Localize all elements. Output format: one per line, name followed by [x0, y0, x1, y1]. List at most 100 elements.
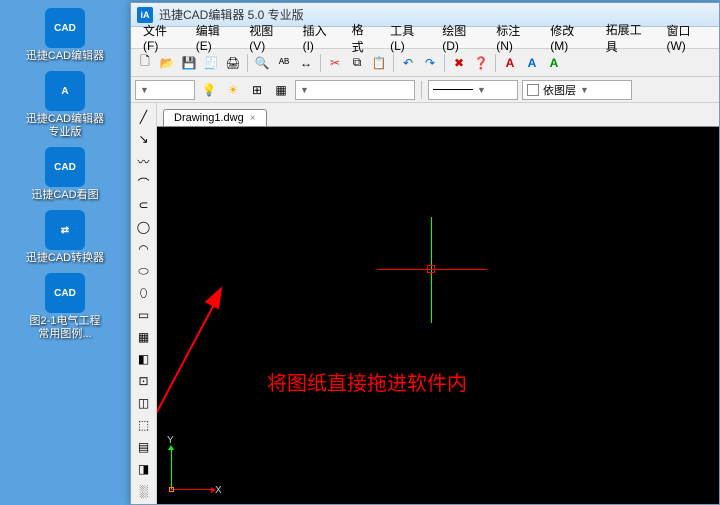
icon-label: 迅捷CAD看图: [25, 189, 105, 202]
insert-tool-icon[interactable]: ⊡: [134, 371, 154, 391]
sun-icon[interactable]: ☀: [223, 80, 243, 100]
menu-file[interactable]: 文件(F): [135, 20, 188, 55]
workarea: ╱ ↘ 〰 ⌒ ⊂ ◯ ◠ ⬭ ⬯ ▭ ▦ ◧ ⊡ ◫ ⬚ ▤ ◨ ░ Draw…: [131, 103, 719, 504]
cut-icon[interactable]: ✂: [325, 53, 345, 73]
desktop: CAD 迅捷CAD编辑器 A 迅捷CAD编辑器专业版 CAD 迅捷CAD看图 ⇄…: [0, 0, 130, 505]
redo-icon[interactable]: ↷: [420, 53, 440, 73]
canvas-wrap: Drawing1.dwg × 将图纸直接拖进软件内 Y: [157, 103, 719, 504]
crosshair-pickbox: [427, 265, 435, 273]
separator: [421, 81, 422, 99]
point-tool-icon[interactable]: ░: [134, 481, 154, 501]
document-tabs: Drawing1.dwg ×: [157, 103, 719, 127]
print-icon[interactable]: 🖨: [223, 53, 243, 73]
desktop-icon[interactable]: CAD 迅捷CAD编辑器: [25, 8, 105, 63]
arc2-tool-icon[interactable]: ◠: [134, 239, 154, 259]
spell-icon[interactable]: ᴬᴮ: [274, 53, 294, 73]
desktop-icon[interactable]: ⇄ 迅捷CAD转换器: [25, 210, 105, 265]
document-tab[interactable]: Drawing1.dwg ×: [163, 109, 267, 126]
lineweight-combo[interactable]: 依图层 ▼: [522, 80, 632, 100]
menu-ext[interactable]: 拓展工具: [598, 19, 659, 57]
desktop-icon[interactable]: CAD 迅捷CAD看图: [25, 147, 105, 202]
text-a3-icon[interactable]: A: [544, 53, 564, 73]
save-icon[interactable]: 💾: [179, 53, 199, 73]
annotation-arrow: [157, 297, 219, 492]
ray-tool-icon[interactable]: ↘: [134, 129, 154, 149]
separator: [247, 54, 248, 72]
hatch-tool-icon[interactable]: ▦: [134, 327, 154, 347]
app-icon: CAD: [45, 8, 85, 48]
separator: [495, 54, 496, 72]
menu-format[interactable]: 格式: [344, 19, 382, 57]
chevron-down-icon: ▼: [580, 85, 589, 95]
menu-view[interactable]: 视图(V): [241, 20, 294, 55]
select-icon[interactable]: ↔: [296, 53, 316, 73]
menu-window[interactable]: 窗口(W): [658, 20, 715, 55]
ellipse-tool-icon[interactable]: ⬭: [134, 261, 154, 281]
chevron-down-icon: ▼: [300, 85, 309, 95]
chevron-down-icon: ▼: [140, 85, 149, 95]
menu-edit[interactable]: 编辑(E): [188, 20, 241, 55]
find-icon[interactable]: 🔍: [252, 53, 272, 73]
menu-modify[interactable]: 修改(M): [542, 20, 597, 55]
icon-label: 图2-1电气工程常用图例...: [25, 315, 105, 341]
drawing-canvas[interactable]: 将图纸直接拖进软件内 Y X: [157, 127, 719, 504]
annotation-hint: 将图纸直接拖进软件内: [267, 367, 467, 396]
grid-icon[interactable]: ▦: [271, 80, 291, 100]
help-icon[interactable]: ❓: [471, 53, 491, 73]
close-tab-icon[interactable]: ×: [250, 113, 256, 124]
app-icon: ⇄: [45, 210, 85, 250]
ucs-y-axis: [171, 450, 172, 490]
desktop-icon[interactable]: A 迅捷CAD编辑器专业版: [25, 71, 105, 139]
separator: [320, 54, 321, 72]
gradient-tool-icon[interactable]: ◨: [134, 459, 154, 479]
icon-label: 迅捷CAD编辑器: [25, 50, 105, 63]
menu-dim[interactable]: 标注(N): [488, 20, 542, 55]
app-icon: CAD: [45, 273, 85, 313]
bulb-icon[interactable]: 💡: [199, 80, 219, 100]
menu-insert[interactable]: 插入(I): [295, 20, 344, 55]
text-a2-icon[interactable]: A: [522, 53, 542, 73]
desktop-icon[interactable]: CAD 图2-1电气工程常用图例...: [25, 273, 105, 341]
color-swatch: [527, 84, 539, 96]
menu-draw[interactable]: 绘图(D): [434, 20, 488, 55]
circle-tool-icon[interactable]: ◯: [134, 217, 154, 237]
line-tool-icon[interactable]: ╱: [134, 107, 154, 127]
block-tool-icon[interactable]: ◧: [134, 349, 154, 369]
chevron-down-icon: ▼: [477, 85, 486, 95]
undo-icon[interactable]: ↶: [398, 53, 418, 73]
separator: [393, 54, 394, 72]
open-icon[interactable]: 📂: [157, 53, 177, 73]
new-icon[interactable]: 🗋: [135, 53, 155, 73]
cancel-icon[interactable]: ✖: [449, 53, 469, 73]
table-tool-icon[interactable]: ◫: [134, 393, 154, 413]
polyline-tool-icon[interactable]: 〰: [134, 151, 154, 171]
linetype-combo[interactable]: ▼: [428, 80, 518, 100]
separator: [444, 54, 445, 72]
tab-label: Drawing1.dwg: [174, 112, 244, 124]
cad-app-window: iA 迅捷CAD编辑器 5.0 专业版 文件(F) 编辑(E) 视图(V) 插入…: [130, 2, 720, 505]
menubar: 文件(F) 编辑(E) 视图(V) 插入(I) 格式 工具(L) 绘图(D) 标…: [131, 27, 719, 49]
ucs-y-label: Y: [167, 435, 174, 446]
layer-name: 依图层: [543, 82, 576, 98]
ellipse2-tool-icon[interactable]: ⬯: [134, 283, 154, 303]
region-tool-icon[interactable]: ⬚: [134, 415, 154, 435]
layer-combo[interactable]: ▼: [295, 80, 415, 100]
wipeout-tool-icon[interactable]: ▤: [134, 437, 154, 457]
spline-tool-icon[interactable]: ⊂: [134, 195, 154, 215]
arc-tool-icon[interactable]: ⌒: [134, 173, 154, 193]
text-a1-icon[interactable]: A: [500, 53, 520, 73]
copy-icon[interactable]: ⧉: [347, 53, 367, 73]
ucs-origin: [169, 487, 174, 492]
line-sample: [433, 89, 473, 90]
icon-label: 迅捷CAD转换器: [25, 252, 105, 265]
snap-icon[interactable]: ⊞: [247, 80, 267, 100]
app-icon: A: [45, 71, 85, 111]
app-icon: CAD: [45, 147, 85, 187]
rect-tool-icon[interactable]: ▭: [134, 305, 154, 325]
paste-icon[interactable]: 📋: [369, 53, 389, 73]
menu-tools[interactable]: 工具(L): [382, 20, 434, 55]
color-combo[interactable]: ▼: [135, 80, 195, 100]
property-bar: ▼ 💡 ☀ ⊞ ▦ ▼ ▼ 依图层 ▼: [131, 77, 719, 103]
pdf-icon[interactable]: 🧾: [201, 53, 221, 73]
draw-toolbar: ╱ ↘ 〰 ⌒ ⊂ ◯ ◠ ⬭ ⬯ ▭ ▦ ◧ ⊡ ◫ ⬚ ▤ ◨ ░: [131, 103, 157, 504]
